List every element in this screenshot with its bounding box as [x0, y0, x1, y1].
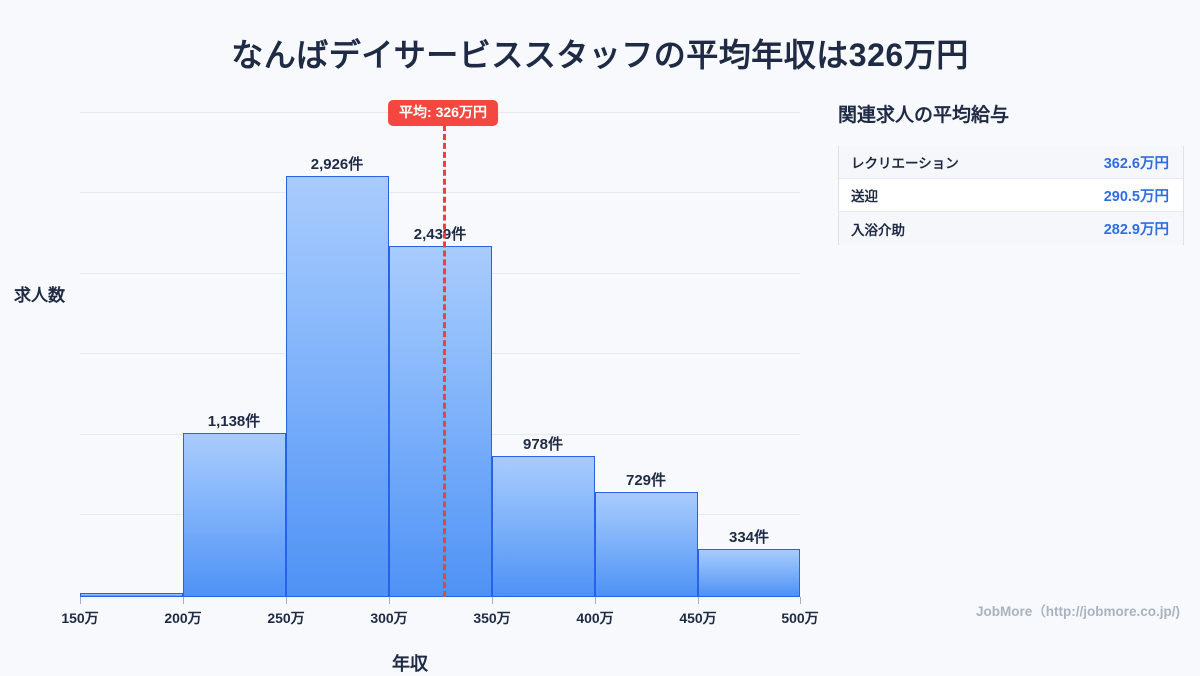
bar-value-label: 2,439件 — [413, 226, 467, 243]
x-tick-label: 350万 — [473, 610, 511, 626]
bar-value-label: 978件 — [522, 436, 564, 453]
x-tick — [492, 597, 493, 604]
bar-series — [80, 100, 800, 597]
bar-value-label: 334件 — [728, 529, 770, 546]
source-attribution: JobMore（http://jobmore.co.jp/) — [976, 604, 1180, 619]
bar-400-450[interactable] — [595, 492, 698, 597]
x-tick-label: 500万 — [781, 610, 819, 626]
table-row-value: 282.9万円 — [1103, 222, 1169, 238]
average-line — [443, 125, 446, 597]
related-jobs-title: 関連求人の平均給与 — [838, 105, 1010, 126]
x-tick-label: 250万 — [267, 610, 305, 626]
x-tick-label: 200万 — [164, 610, 202, 626]
bar-150-200[interactable] — [80, 593, 183, 597]
table-row-label: レクリエーション — [851, 156, 959, 171]
x-tick — [286, 597, 287, 604]
table-row[interactable]: レクリエーション 362.6万円 — [839, 146, 1183, 179]
x-tick — [80, 597, 81, 604]
table-row-label: 送迎 — [851, 189, 878, 204]
average-badge: 平均: 326万円 — [388, 100, 498, 127]
bar-value-label: 729件 — [625, 472, 667, 489]
table-row[interactable]: 送迎 290.5万円 — [839, 179, 1183, 212]
bar-300-350[interactable] — [389, 246, 492, 597]
bar-value-label: 1,138件 — [207, 413, 261, 430]
plot-area: 1,138件 2,926件 2,439件 978件 729件 334件 平均: … — [61, 100, 819, 626]
x-tick — [800, 597, 801, 604]
y-axis-title: 求人数 — [14, 286, 65, 305]
x-tick-label: 150万 — [61, 610, 99, 626]
x-axis-title: 年収 — [392, 654, 428, 674]
table-row[interactable]: 入浴介助 282.9万円 — [839, 212, 1183, 245]
bar-value-label: 2,926件 — [310, 156, 364, 173]
bar-450-500[interactable] — [698, 549, 800, 597]
x-tick-label: 400万 — [576, 610, 614, 626]
bar-350-400[interactable] — [492, 456, 595, 597]
x-tick — [595, 597, 596, 604]
table-row-label: 入浴介助 — [851, 222, 905, 238]
table-row-value: 290.5万円 — [1103, 188, 1169, 205]
x-tick — [698, 597, 699, 604]
related-jobs-table: レクリエーション 362.6万円 送迎 290.5万円 入浴介助 282.9万円 — [838, 146, 1184, 245]
x-tick — [389, 597, 390, 604]
gridline — [80, 192, 800, 193]
histogram-chart: 求人数 1,138件 2,926件 2,439件 978件 729件 334件 … — [0, 85, 820, 674]
bar-250-300[interactable] — [286, 176, 389, 597]
x-tick-label: 450万 — [679, 610, 717, 626]
x-tick — [183, 597, 184, 604]
bar-200-250[interactable] — [183, 433, 286, 597]
table-row-value: 362.6万円 — [1103, 155, 1169, 172]
related-jobs-panel: 関連求人の平均給与 レクリエーション 362.6万円 送迎 290.5万円 入浴… — [838, 100, 1186, 245]
page-title: なんばデイサービススタッフの平均年収は326万円 — [231, 37, 969, 73]
x-tick-label: 300万 — [370, 610, 408, 626]
